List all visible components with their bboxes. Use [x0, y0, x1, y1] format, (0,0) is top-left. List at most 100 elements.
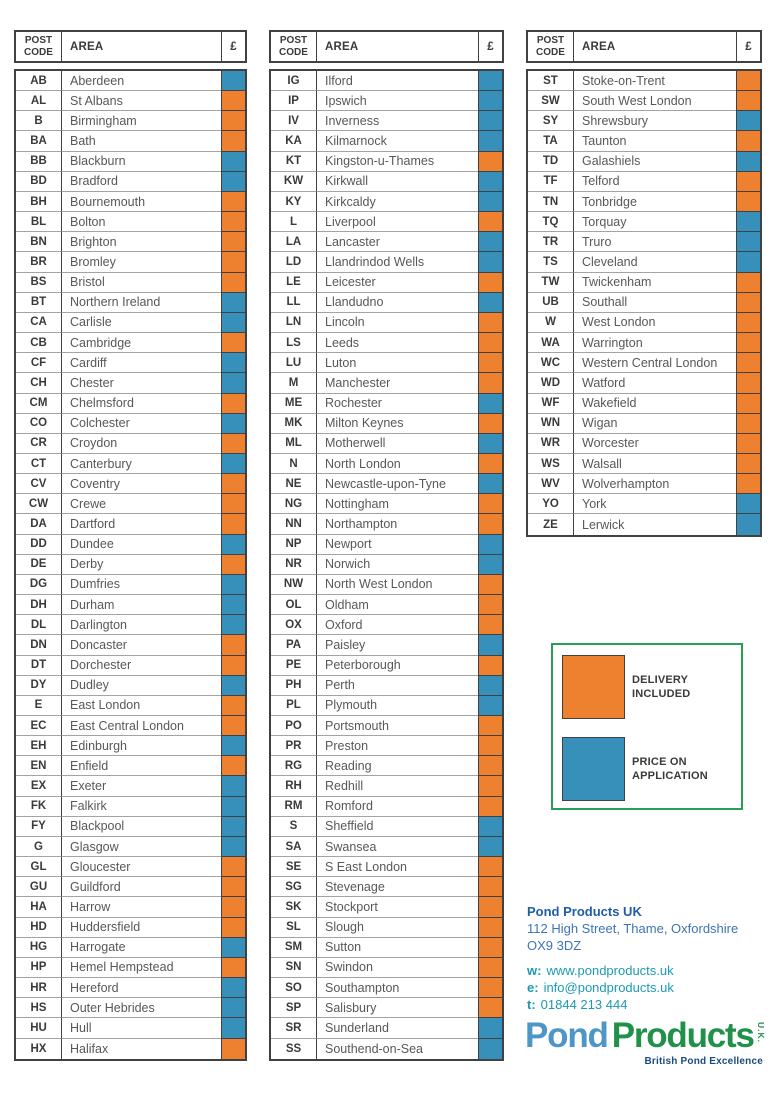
area-cell: Swindon: [317, 958, 478, 979]
postcode-cell: AB: [16, 71, 62, 92]
delivery-included-cell: [221, 212, 245, 233]
table-row: TW Twickenham: [528, 272, 760, 293]
area-cell: Walsall: [574, 454, 736, 475]
postcode-cell: DA: [16, 514, 62, 535]
table-row: FY Blackpool: [16, 816, 245, 837]
price-on-application-cell: [736, 212, 760, 233]
area-cell: Motherwell: [317, 434, 478, 454]
email-prefix: e:: [527, 979, 539, 995]
area-cell: Kilmarnock: [317, 131, 478, 152]
price-on-application-cell: [478, 816, 502, 837]
table-row: HG Harrogate: [16, 937, 245, 958]
postcode-cell: CW: [16, 494, 62, 515]
delivery-included-cell: [736, 312, 760, 334]
delivery-included-cell: [221, 111, 245, 132]
postcode-cell: EX: [16, 776, 62, 797]
postcode-cell: UB: [528, 292, 574, 313]
telephone-line: t: 01844 213 444: [527, 996, 767, 1013]
price-on-application-cell: [221, 796, 245, 817]
area-cell: Harrow: [62, 897, 221, 918]
postcode-cell: BH: [16, 191, 62, 213]
area-column-header: AREA: [70, 40, 104, 53]
table-row: ML Motherwell: [271, 433, 502, 454]
postcode-cell: PH: [271, 675, 317, 696]
price-on-application-cell: [478, 554, 502, 575]
table-row: SG Stevenage: [271, 877, 502, 898]
table-header: POST CODE AREA £: [526, 30, 762, 63]
table-row: PL Plymouth: [271, 695, 502, 716]
table-row: SN Swindon: [271, 957, 502, 979]
area-cell: Southend-on-Sea: [325, 1041, 423, 1056]
price-on-application-cell: [736, 151, 760, 172]
table-row: SL Slough: [271, 917, 502, 938]
price-on-application-cell: [478, 1018, 502, 1039]
price-column-header: £: [736, 32, 760, 61]
table-row: G Glasgow: [16, 836, 245, 858]
price-on-application-cell: [221, 453, 245, 475]
delivery-included-cell: [478, 494, 502, 515]
table-row: DL Darlington: [16, 615, 245, 636]
area-cell: Truro: [574, 232, 736, 253]
delivery-included-cell: [221, 917, 245, 938]
website-link[interactable]: www.pondproducts.uk: [546, 962, 674, 978]
area-cell: Bolton: [62, 212, 221, 233]
table-row: PH Perth: [271, 675, 502, 696]
area-cell: Bromley: [62, 252, 221, 273]
postcode-cell: DE: [16, 554, 62, 575]
area-cell: Lancaster: [317, 232, 478, 253]
price-on-application-cell: [478, 131, 502, 152]
area-cell: Preston: [317, 736, 478, 757]
table-row: ZE Lerwick: [528, 514, 760, 535]
postcode-cell: CV: [16, 474, 62, 495]
price-on-application-cell: [221, 171, 245, 192]
legend-box: DELIVERY INCLUDED PRICE ON APPLICATION: [551, 643, 743, 810]
table-row: LS Leeds: [271, 333, 502, 354]
price-on-application-cell: [478, 91, 502, 112]
area-cell: Aberdeen: [62, 71, 221, 92]
area-cell: Southampton: [317, 978, 478, 999]
table-row: S Sheffield: [271, 816, 502, 837]
delivery-included-cell: [478, 776, 502, 797]
area-cell: Sheffield: [317, 817, 478, 837]
table-row: BH Bournemouth: [16, 191, 245, 213]
price-on-application-cell: [221, 292, 245, 313]
area-cell: Colchester: [62, 414, 221, 434]
price-on-application-cell: [221, 836, 245, 858]
postcode-cell: HU: [16, 1018, 62, 1039]
table-row: CB Cambridge: [16, 333, 245, 354]
table-row: DY Dudley: [16, 675, 245, 696]
table-row: NW North West London: [271, 574, 502, 596]
price-on-application-label: PRICE ON APPLICATION: [632, 756, 708, 783]
postcode-cell: IP: [271, 91, 317, 112]
area-cell: Peterborough: [317, 656, 478, 676]
table-row: LE Leicester: [271, 272, 502, 293]
area-cell: Darlington: [62, 615, 221, 636]
postcode-cell: RG: [271, 756, 317, 777]
area-cell: Sutton: [317, 938, 478, 958]
price-on-application-cell: [478, 635, 502, 656]
delivery-included-cell: [478, 615, 502, 636]
postcode-cell: GU: [16, 877, 62, 898]
area-cell: Croydon: [62, 434, 221, 454]
postcode-cell: PR: [271, 736, 317, 757]
price-on-application-cell: [221, 615, 245, 636]
email-link[interactable]: info@pondproducts.uk: [543, 979, 674, 995]
postcode-cell: WF: [528, 393, 574, 414]
postcode-cell: TA: [528, 131, 574, 152]
table-row: DD Dundee: [16, 534, 245, 555]
area-cell: Sunderland: [317, 1018, 478, 1039]
area-cell: East London: [62, 696, 221, 716]
area-cell: Romford: [317, 797, 478, 817]
postcode-cell: HP: [16, 957, 62, 979]
delivery-included-cell: [221, 716, 245, 737]
area-cell: Paisley: [317, 635, 478, 656]
table-row: SK Stockport: [271, 897, 502, 918]
postcode-cell: S: [271, 816, 317, 837]
area-column-header: AREA: [325, 40, 359, 53]
price-on-application-cell: [221, 312, 245, 334]
delivery-included-cell: [221, 333, 245, 354]
delivery-included-cell: [736, 91, 760, 112]
area-cell: Warrington: [574, 333, 736, 354]
area-cell: East Central London: [62, 716, 221, 737]
area-cell: Hereford: [62, 978, 221, 999]
